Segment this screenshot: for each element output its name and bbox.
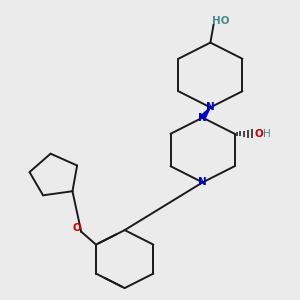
Text: N: N [198, 177, 207, 188]
Text: N: N [206, 102, 215, 112]
Text: O: O [72, 223, 81, 232]
Polygon shape [200, 107, 210, 119]
Text: O: O [254, 129, 263, 139]
Text: N: N [198, 112, 207, 123]
Text: HO: HO [212, 16, 229, 26]
Text: H: H [263, 129, 271, 139]
